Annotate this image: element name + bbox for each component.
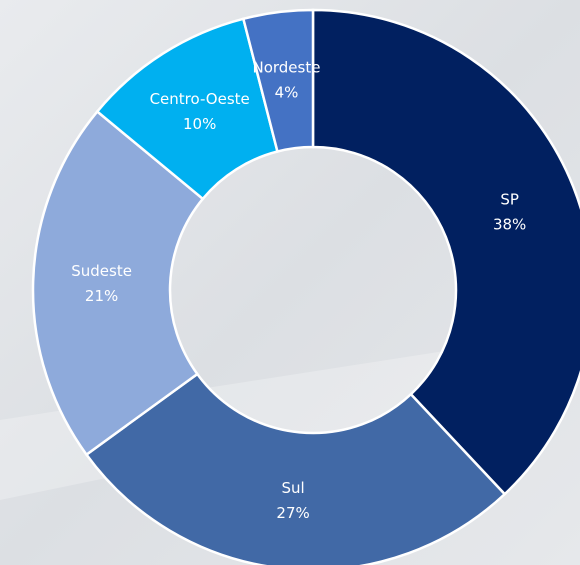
plot: SP 38% Sul 27% Sudeste 21% Centro-Oeste 10% Nord… bbox=[31, 8, 580, 565]
slice-value-label: 10% bbox=[183, 115, 216, 133]
donut-slice bbox=[31, 109, 205, 457]
donut-slice bbox=[311, 8, 580, 496]
slice-label: Nordeste bbox=[252, 59, 320, 77]
slice-value-label: 4% bbox=[275, 84, 299, 102]
slice-label: Sudeste bbox=[71, 262, 132, 280]
donut-slice bbox=[84, 372, 507, 565]
slice-value-label: 27% bbox=[276, 504, 309, 522]
slice-label: Centro-Oeste bbox=[150, 90, 250, 108]
slice-value-label: 38% bbox=[493, 216, 526, 234]
slice-label: Sul bbox=[281, 479, 304, 497]
donut-slice bbox=[241, 8, 315, 154]
slice-label: SP bbox=[500, 191, 519, 209]
slice-value-label: 21% bbox=[85, 287, 118, 305]
